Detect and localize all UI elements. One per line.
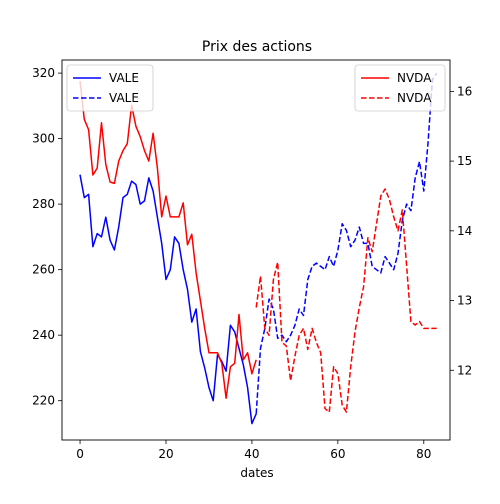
- x-tick-label: 80: [416, 447, 431, 461]
- y-left-tick-label: 320: [32, 66, 55, 80]
- y-left-tick-label: 220: [32, 394, 55, 408]
- legend-label: NVDA: [397, 71, 432, 85]
- y-left-tick-label: 240: [32, 328, 55, 342]
- y-right-tick-label: 12: [457, 363, 472, 377]
- legend-box: [354, 64, 446, 112]
- y-left-tick-label: 300: [32, 132, 55, 146]
- series-line-vale-dashed: [255, 72, 438, 414]
- legend-label: VALE: [109, 71, 139, 85]
- y-right-tick-label: 15: [457, 154, 472, 168]
- axes-frame: [61, 59, 451, 441]
- axes-layer: [61, 59, 451, 441]
- y-right-tick-label: 16: [457, 84, 472, 98]
- y-left-tick-label: 260: [32, 263, 55, 277]
- x-tick-label: 40: [244, 447, 259, 461]
- legend-box: [66, 64, 154, 112]
- x-tick-label: 20: [158, 447, 173, 461]
- x-axis-label: dates: [240, 466, 273, 480]
- series-line-vale-solid: [79, 174, 257, 425]
- legend-left: VALE VALE: [66, 64, 154, 112]
- y-left-tick-label: 280: [32, 197, 55, 211]
- x-tick-label: 0: [76, 447, 84, 461]
- legend-label: VALE: [109, 91, 139, 105]
- x-tick-label: 60: [330, 447, 345, 461]
- ticks-layer: 0 20 40 60 80 220 240 260 280 300 320 12 13 14 15 16: [32, 66, 472, 461]
- series-line-nvda-solid: [79, 80, 257, 399]
- series-line-nvda-dashed: [255, 188, 437, 413]
- chart-title: Prix des actions: [202, 39, 312, 55]
- y-right-tick-label: 13: [457, 294, 472, 308]
- legend-label: NVDA: [397, 91, 432, 105]
- legend-right: NVDA NVDA: [354, 64, 446, 112]
- series-layer: [79, 72, 438, 425]
- y-right-tick-label: 14: [457, 224, 472, 238]
